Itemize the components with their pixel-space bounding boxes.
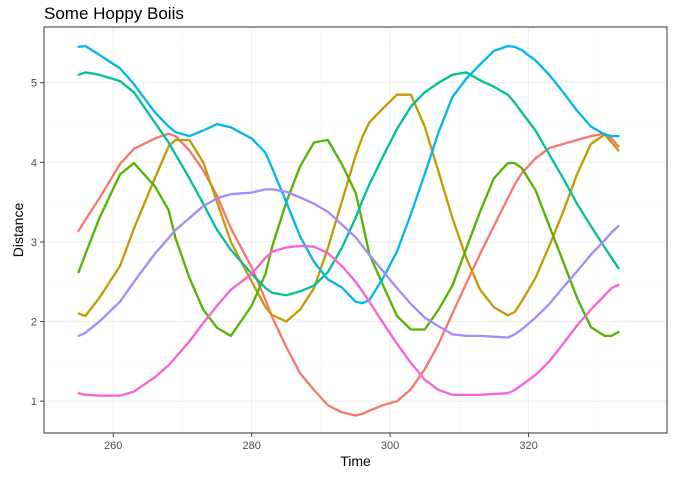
y-tick-label: 3 bbox=[31, 237, 37, 249]
y-axis-ticks: 1 2 3 4 5 bbox=[31, 78, 44, 408]
chart-title: Some Hoppy Boiis bbox=[44, 4, 184, 23]
series-line-7 bbox=[77, 244, 620, 397]
y-tick-label: 1 bbox=[31, 396, 37, 408]
x-tick-label: 280 bbox=[242, 440, 260, 452]
x-tick-label: 300 bbox=[381, 440, 399, 452]
y-tick-label: 4 bbox=[31, 157, 37, 169]
plot-panel-border bbox=[43, 26, 668, 434]
y-tick-label: 5 bbox=[31, 78, 37, 90]
grid-lines bbox=[44, 27, 667, 433]
series-line-5 bbox=[77, 44, 620, 305]
x-axis-title: Time bbox=[340, 453, 371, 469]
x-axis-ticks: 260 280 300 320 bbox=[104, 433, 538, 452]
series-line-3 bbox=[77, 138, 620, 338]
y-axis-title: Distance bbox=[10, 203, 26, 258]
series-lines bbox=[77, 44, 620, 417]
y-tick-label: 2 bbox=[31, 317, 37, 329]
x-tick-label: 320 bbox=[519, 440, 537, 452]
series-line-1 bbox=[77, 132, 620, 417]
series-line-2 bbox=[77, 93, 620, 323]
x-tick-label: 260 bbox=[104, 440, 122, 452]
series-line-6 bbox=[77, 188, 620, 339]
series-line-4 bbox=[77, 71, 620, 297]
